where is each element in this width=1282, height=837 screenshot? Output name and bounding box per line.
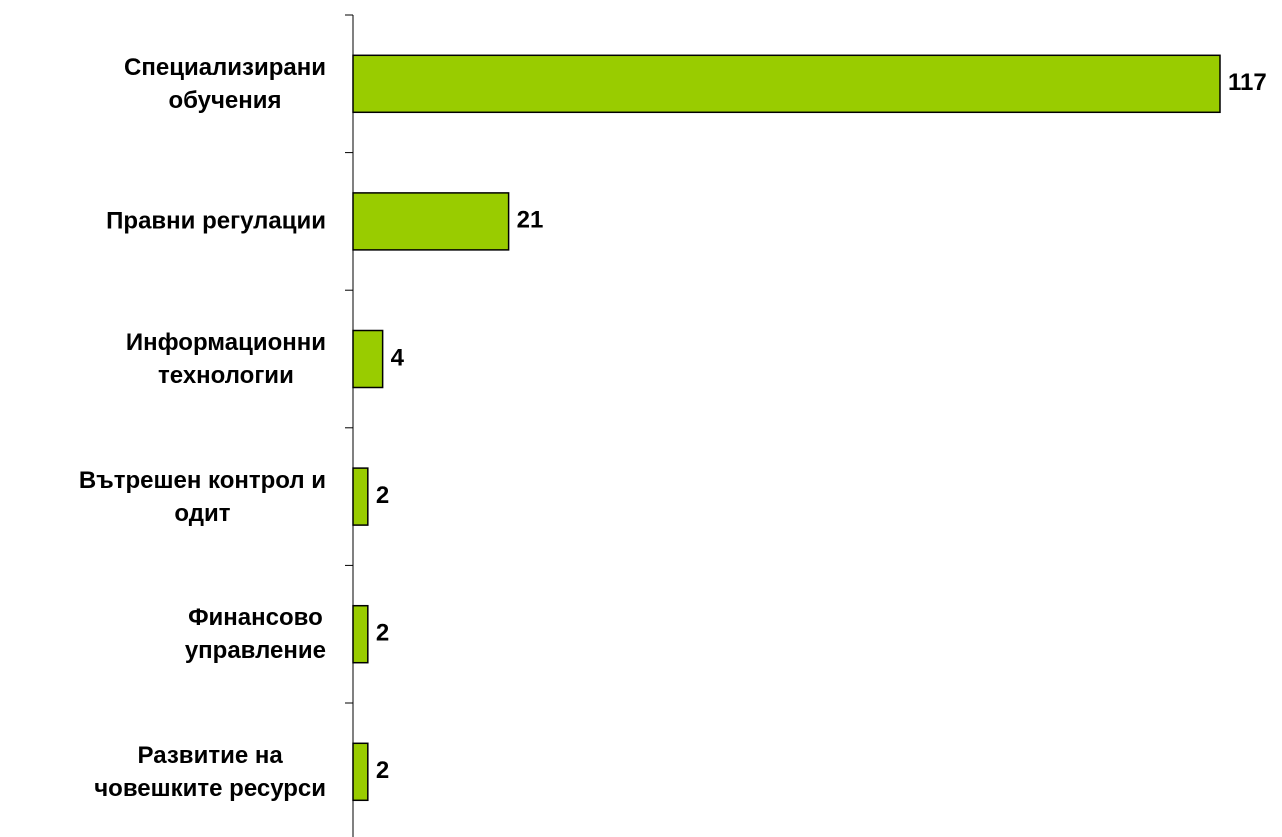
bar (352, 604, 369, 664)
category-label: Правни регулации (106, 207, 326, 235)
bar (352, 742, 369, 802)
value-label: 117 (1228, 69, 1267, 96)
category-label: Специализирани обучения (124, 53, 326, 114)
bar (352, 467, 369, 526)
value-label: 2 (376, 620, 389, 647)
value-label: 4 (391, 344, 405, 371)
category-label: Развитие на човешките ресурси (94, 741, 326, 802)
category-label: Вътрешен контрол и одит (78, 466, 326, 527)
category-label: Информационни технологии (125, 329, 326, 389)
value-label: 2 (376, 757, 389, 784)
value-label: 2 (376, 482, 389, 509)
bar (352, 329, 384, 389)
value-label: 21 (517, 207, 544, 234)
bar (352, 192, 510, 251)
category-label: Финансово управление (184, 604, 326, 665)
bar (352, 54, 1221, 114)
